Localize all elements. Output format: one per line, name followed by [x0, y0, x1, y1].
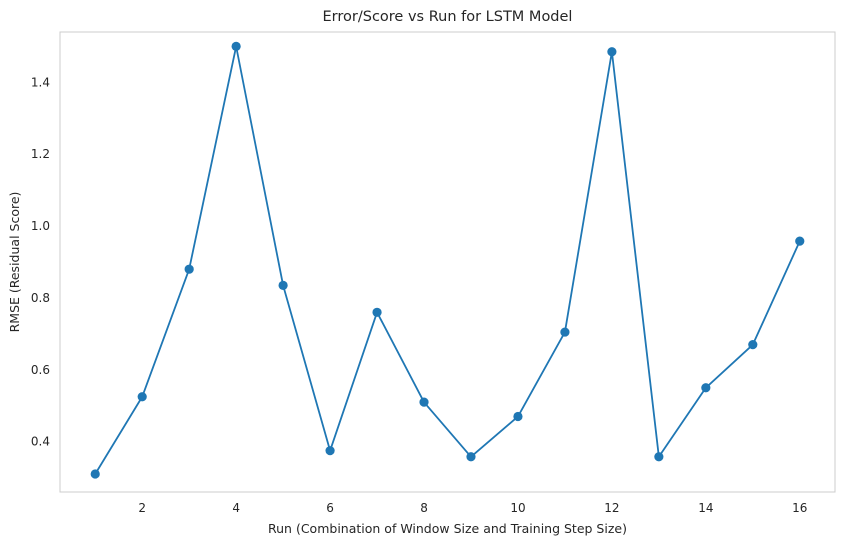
y-tick-labels: 0.4 0.6 0.8 1.0 1.2 1.4 — [31, 75, 50, 448]
data-point — [654, 452, 664, 462]
y-axis-label: RMSE (Residual Score) — [7, 192, 22, 333]
data-point — [466, 452, 476, 462]
x-tick-labels: 2 4 6 8 10 12 14 16 — [138, 501, 807, 515]
plot-area — [59, 31, 836, 493]
data-point — [372, 307, 382, 317]
x-tick-label: 6 — [326, 501, 334, 515]
y-tick-label: 0.4 — [31, 435, 50, 449]
data-point — [795, 236, 805, 246]
x-tick-label: 4 — [232, 501, 240, 515]
x-tick-label: 10 — [510, 501, 525, 515]
y-tick-label: 1.2 — [31, 147, 50, 161]
x-tick-label: 16 — [792, 501, 807, 515]
data-point — [607, 47, 617, 57]
data-point — [419, 397, 429, 407]
data-point — [560, 327, 570, 337]
y-tick-label: 0.8 — [31, 291, 50, 305]
y-tick-label: 1.0 — [31, 219, 50, 233]
x-axis-label: Run (Combination of Window Size and Trai… — [268, 521, 627, 536]
series-layer — [90, 41, 805, 479]
x-tick-label: 8 — [420, 501, 428, 515]
data-point — [90, 469, 100, 479]
y-tick-label: 0.6 — [31, 363, 50, 377]
data-point — [325, 446, 335, 456]
data-point — [137, 392, 147, 402]
data-point — [184, 264, 194, 274]
series-line — [94, 45, 801, 475]
data-point — [701, 383, 711, 393]
data-point — [513, 411, 523, 422]
x-tick-label: 2 — [138, 501, 146, 515]
x-tick-label: 14 — [698, 501, 713, 515]
chart-title: Error/Score vs Run for LSTM Model — [323, 9, 573, 25]
data-point — [748, 340, 758, 350]
y-tick-label: 1.4 — [31, 75, 50, 89]
data-point — [231, 41, 241, 51]
x-tick-label: 12 — [604, 501, 619, 515]
data-point — [278, 280, 288, 290]
